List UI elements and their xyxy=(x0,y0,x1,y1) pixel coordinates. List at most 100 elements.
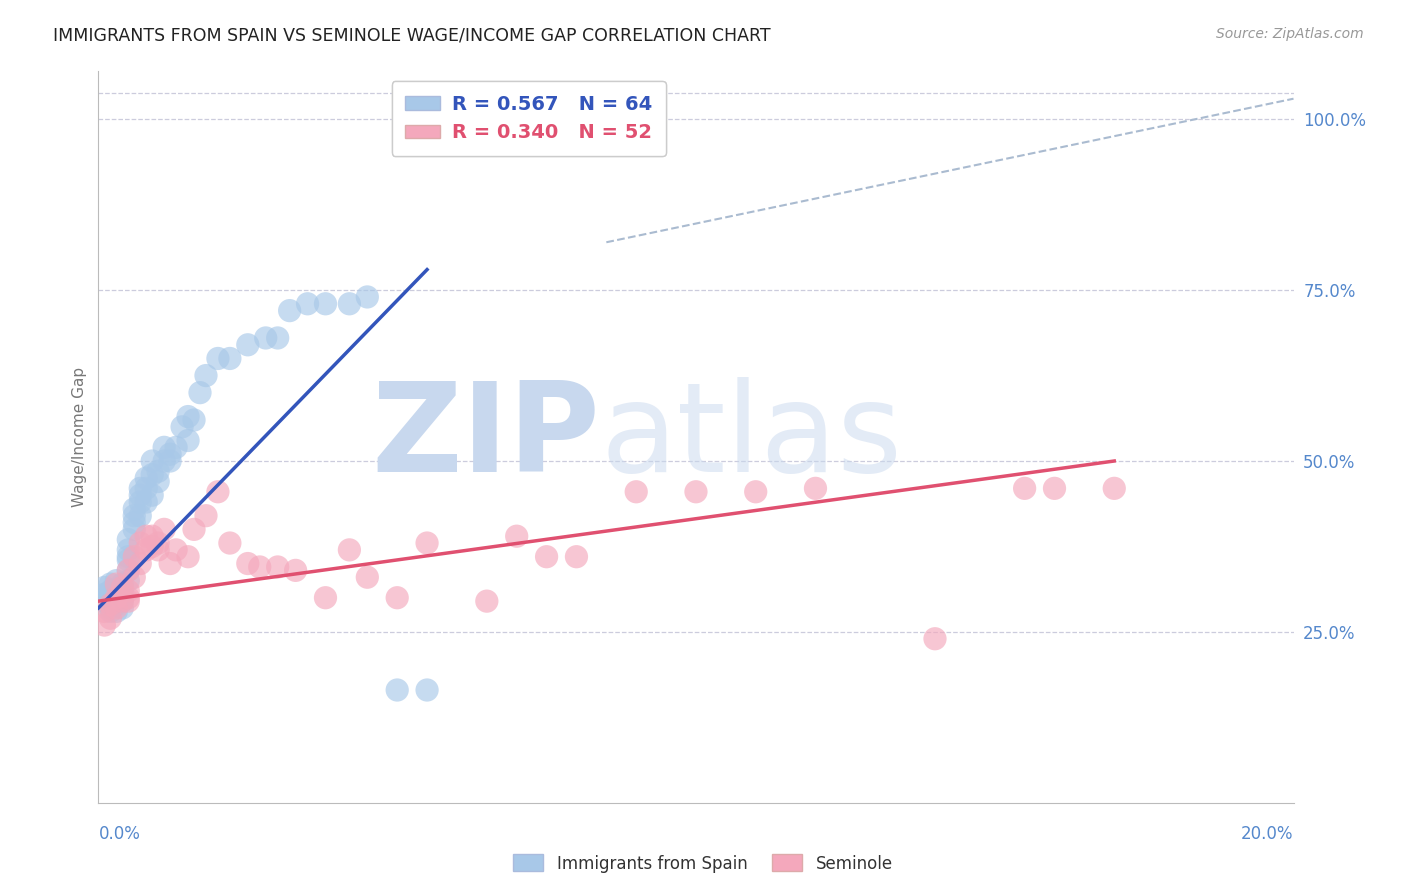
Point xyxy=(924,632,946,646)
Point xyxy=(804,481,827,495)
Point xyxy=(111,583,134,598)
Point xyxy=(416,536,439,550)
Point xyxy=(124,570,146,584)
Point xyxy=(98,583,122,598)
Point xyxy=(249,560,271,574)
Point xyxy=(98,591,122,605)
Text: 20.0%: 20.0% xyxy=(1241,825,1294,843)
Point xyxy=(111,577,134,591)
Point xyxy=(105,598,128,612)
Point xyxy=(141,529,163,543)
Point xyxy=(117,594,139,608)
Point xyxy=(148,536,170,550)
Point xyxy=(195,368,218,383)
Point xyxy=(135,495,157,509)
Point xyxy=(135,529,157,543)
Text: atlas: atlas xyxy=(600,376,903,498)
Point xyxy=(105,601,128,615)
Point xyxy=(148,542,170,557)
Point xyxy=(124,508,146,523)
Point xyxy=(1043,481,1066,495)
Point xyxy=(117,563,139,577)
Text: ZIP: ZIP xyxy=(371,376,600,498)
Point xyxy=(1014,481,1036,495)
Point xyxy=(111,594,134,608)
Point xyxy=(315,297,337,311)
Point xyxy=(254,331,277,345)
Point xyxy=(124,522,146,536)
Legend: Immigrants from Spain, Seminole: Immigrants from Spain, Seminole xyxy=(506,847,900,880)
Point xyxy=(177,409,200,424)
Point xyxy=(188,385,211,400)
Point xyxy=(385,683,409,698)
Point xyxy=(177,434,200,448)
Point xyxy=(385,591,409,605)
Point xyxy=(98,611,122,625)
Point xyxy=(745,484,768,499)
Point xyxy=(135,542,157,557)
Point xyxy=(315,591,337,605)
Point xyxy=(105,604,128,618)
Point xyxy=(267,331,290,345)
Point xyxy=(339,542,361,557)
Point xyxy=(129,508,152,523)
Point xyxy=(98,601,122,615)
Point xyxy=(93,594,115,608)
Point xyxy=(267,560,290,574)
Point xyxy=(111,591,134,605)
Point xyxy=(159,454,181,468)
Point xyxy=(117,574,139,588)
Point xyxy=(105,574,128,588)
Point xyxy=(111,581,134,595)
Point xyxy=(475,594,498,608)
Point xyxy=(195,508,218,523)
Point xyxy=(356,570,378,584)
Point xyxy=(141,488,163,502)
Point xyxy=(236,557,259,571)
Point xyxy=(129,536,152,550)
Point xyxy=(117,553,139,567)
Point xyxy=(105,583,128,598)
Point xyxy=(117,591,139,605)
Point xyxy=(141,540,163,554)
Point xyxy=(159,447,181,461)
Point xyxy=(98,604,122,618)
Point xyxy=(117,583,139,598)
Point xyxy=(117,533,139,547)
Point xyxy=(207,351,229,366)
Point xyxy=(207,484,229,499)
Point xyxy=(177,549,200,564)
Point xyxy=(165,542,187,557)
Point xyxy=(124,501,146,516)
Point xyxy=(284,563,307,577)
Point xyxy=(93,581,115,595)
Point xyxy=(117,563,139,577)
Y-axis label: Wage/Income Gap: Wage/Income Gap xyxy=(72,367,87,508)
Point xyxy=(93,587,115,601)
Point xyxy=(111,601,134,615)
Point xyxy=(416,683,439,698)
Point xyxy=(339,297,361,311)
Point xyxy=(117,549,139,564)
Text: 0.0%: 0.0% xyxy=(98,825,141,843)
Point xyxy=(219,536,242,550)
Point xyxy=(98,598,122,612)
Point xyxy=(506,529,529,543)
Point xyxy=(356,290,378,304)
Point xyxy=(105,587,128,601)
Point xyxy=(117,542,139,557)
Point xyxy=(685,484,707,499)
Point xyxy=(141,454,163,468)
Point xyxy=(124,549,146,564)
Point xyxy=(129,557,152,571)
Point xyxy=(105,591,128,605)
Text: IMMIGRANTS FROM SPAIN VS SEMINOLE WAGE/INCOME GAP CORRELATION CHART: IMMIGRANTS FROM SPAIN VS SEMINOLE WAGE/I… xyxy=(53,27,770,45)
Point xyxy=(111,591,134,605)
Text: Source: ZipAtlas.com: Source: ZipAtlas.com xyxy=(1216,27,1364,41)
Point xyxy=(129,488,152,502)
Legend: R = 0.567   N = 64, R = 0.340   N = 52: R = 0.567 N = 64, R = 0.340 N = 52 xyxy=(392,81,665,156)
Point xyxy=(129,481,152,495)
Point xyxy=(565,549,588,564)
Point xyxy=(1104,481,1126,495)
Point xyxy=(148,475,170,489)
